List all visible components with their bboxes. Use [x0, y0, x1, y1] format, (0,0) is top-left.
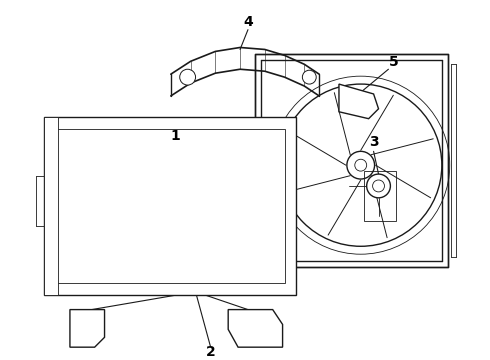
Circle shape: [280, 84, 442, 246]
Polygon shape: [44, 117, 58, 295]
Circle shape: [302, 70, 316, 84]
Text: 5: 5: [389, 55, 398, 69]
Polygon shape: [339, 84, 379, 119]
Circle shape: [367, 174, 391, 198]
Polygon shape: [255, 54, 448, 267]
Polygon shape: [44, 117, 296, 295]
Polygon shape: [70, 310, 104, 347]
Circle shape: [355, 159, 367, 171]
Polygon shape: [56, 129, 285, 283]
Polygon shape: [228, 310, 283, 347]
Text: 1: 1: [171, 129, 181, 143]
Circle shape: [372, 180, 385, 192]
Text: 3: 3: [369, 135, 378, 149]
Text: 2: 2: [205, 345, 215, 359]
Text: 4: 4: [243, 15, 253, 29]
Circle shape: [347, 151, 374, 179]
Circle shape: [180, 69, 196, 85]
